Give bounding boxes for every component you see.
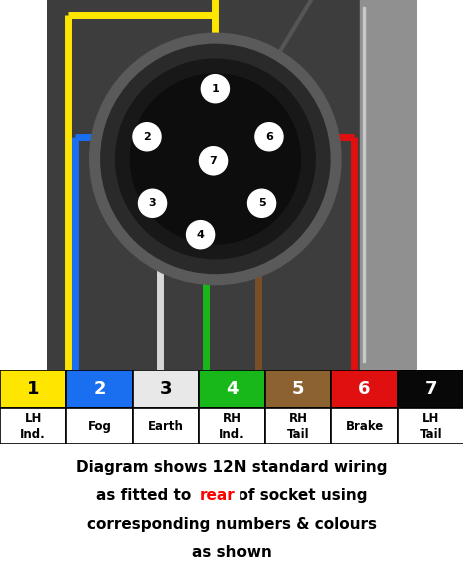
Bar	[359, 0, 416, 370]
Text: Fog: Fog	[88, 419, 111, 433]
Bar	[132, 409, 199, 444]
Bar	[199, 409, 264, 444]
Circle shape	[199, 147, 227, 175]
Text: 7: 7	[424, 380, 436, 398]
Text: 6: 6	[357, 380, 370, 398]
Bar	[264, 409, 331, 444]
Bar	[132, 370, 199, 409]
Bar	[196, 485, 238, 506]
Text: as shown: as shown	[192, 545, 271, 560]
Text: 6: 6	[264, 132, 272, 142]
Circle shape	[201, 149, 225, 172]
Bar	[397, 409, 463, 444]
Bar	[0, 370, 66, 409]
Text: 1: 1	[211, 84, 219, 94]
Bar	[331, 370, 397, 409]
Text: 2: 2	[143, 132, 150, 142]
Circle shape	[100, 44, 329, 273]
Text: 3: 3	[149, 198, 156, 208]
Text: corresponding numbers & colours: corresponding numbers & colours	[87, 516, 376, 532]
Circle shape	[186, 221, 214, 249]
Circle shape	[247, 189, 275, 217]
Text: 7: 7	[209, 156, 217, 166]
Bar	[264, 370, 331, 409]
Circle shape	[89, 33, 340, 285]
Circle shape	[138, 189, 166, 217]
Circle shape	[201, 74, 229, 103]
Text: Brake: Brake	[344, 419, 383, 433]
Text: 5: 5	[257, 198, 265, 208]
Text: LH
Ind.: LH Ind.	[20, 411, 46, 441]
Bar	[66, 409, 132, 444]
Text: as fitted to rear of socket using: as fitted to rear of socket using	[96, 488, 367, 503]
Text: RH
Ind.: RH Ind.	[219, 411, 244, 441]
Text: 2: 2	[93, 380, 106, 398]
Circle shape	[115, 59, 314, 259]
Circle shape	[130, 74, 300, 244]
Text: 1: 1	[27, 380, 39, 398]
Circle shape	[254, 123, 282, 151]
Text: 4: 4	[225, 380, 238, 398]
Bar	[66, 370, 132, 409]
Text: 4: 4	[196, 230, 204, 240]
Text: Diagram shows 12N standard wiring: Diagram shows 12N standard wiring	[76, 460, 387, 475]
Circle shape	[133, 123, 161, 151]
Text: LH
Tail: LH Tail	[419, 411, 441, 441]
Text: as fitted to rear of socket using: as fitted to rear of socket using	[96, 488, 367, 503]
Bar	[0, 409, 66, 444]
Bar	[397, 370, 463, 409]
Text: Earth: Earth	[147, 419, 183, 433]
Circle shape	[199, 147, 227, 175]
Text: 3: 3	[159, 380, 172, 398]
Text: 5: 5	[291, 380, 304, 398]
Bar	[363, 7, 364, 362]
Bar	[331, 409, 397, 444]
Bar	[199, 370, 264, 409]
Text: RH
Tail: RH Tail	[286, 411, 309, 441]
Text: rear: rear	[200, 488, 235, 503]
